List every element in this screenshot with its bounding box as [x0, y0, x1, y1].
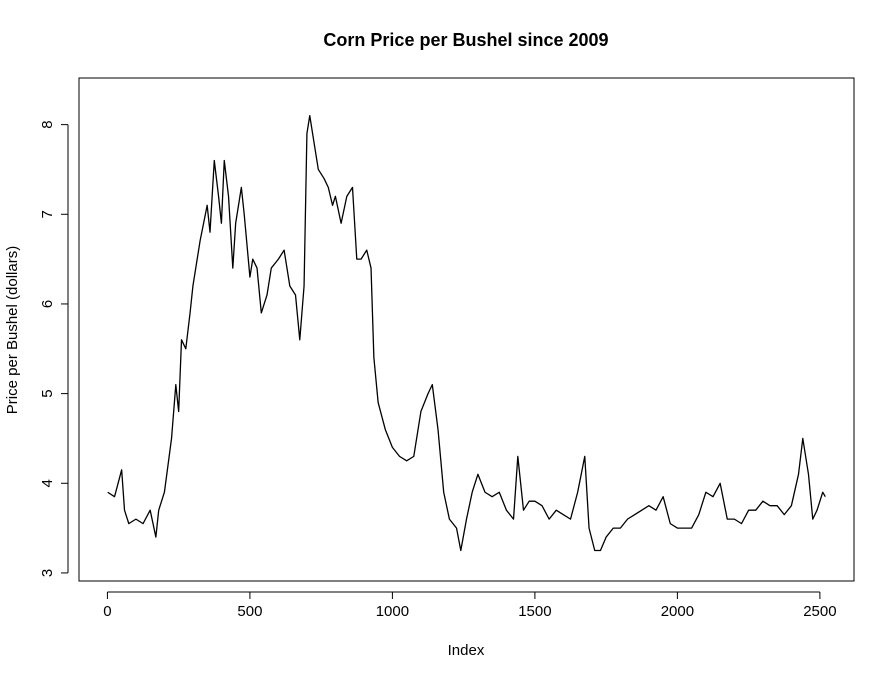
chart-title: Corn Price per Bushel since 2009 [323, 30, 608, 50]
x-tick-label: 0 [103, 603, 111, 620]
price-line [107, 115, 826, 552]
x-axis-label: Index [448, 642, 485, 659]
y-axis-label: Price per Bushel (dollars) [4, 246, 21, 414]
y-tick-label: 3 [39, 569, 56, 577]
x-tick-label: 500 [237, 603, 262, 620]
x-tick-label: 2500 [803, 603, 836, 620]
y-tick-label: 5 [39, 389, 56, 397]
x-tick-label: 1000 [376, 603, 409, 620]
y-tick-label: 7 [39, 210, 56, 218]
y-tick-label: 8 [39, 120, 56, 128]
y-tick-label: 4 [39, 479, 56, 487]
y-tick-label: 6 [39, 300, 56, 308]
plot-frame [78, 77, 855, 582]
x-tick-label: 2000 [661, 603, 694, 620]
x-tick-label: 1500 [518, 603, 551, 620]
